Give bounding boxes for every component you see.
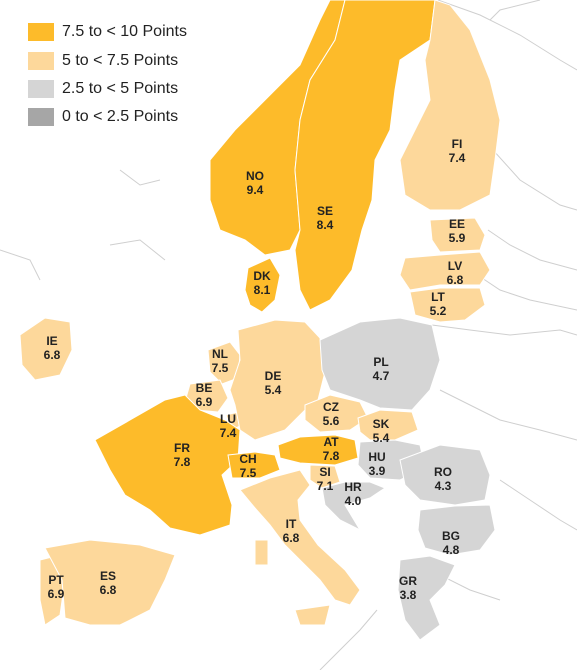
country-code-bg: BG <box>442 529 460 543</box>
country-code-nl: NL <box>212 347 228 361</box>
country-shape-es <box>44 539 176 626</box>
country-code-at: AT <box>323 435 339 449</box>
country-shape-ch <box>227 451 281 479</box>
country-code-lv: LV <box>448 259 462 273</box>
legend-swatch-tier-1 <box>28 23 54 41</box>
country-value-lv: 6.8 <box>447 273 464 287</box>
legend-swatch-tier-2 <box>28 52 54 70</box>
country-shape-lt <box>409 287 486 323</box>
country-value-ro: 4.3 <box>435 479 452 493</box>
legend-label-tier-3: 2.5 to < 5 Points <box>62 80 179 97</box>
country-code-ro: RO <box>434 465 452 479</box>
country-value-sk: 5.4 <box>373 431 390 445</box>
country-value-ie: 6.8 <box>44 348 61 362</box>
country-value-at: 7.8 <box>323 449 340 463</box>
country-code-sk: SK <box>373 417 390 431</box>
country-shape-de <box>229 319 326 441</box>
country-code-es: ES <box>100 569 116 583</box>
country-value-be: 6.9 <box>196 395 213 409</box>
country-code-si: SI <box>319 465 330 479</box>
country-value-bg: 4.8 <box>443 543 460 557</box>
legend-row-tier-4: 0 to < 2.5 Points <box>28 107 178 127</box>
country-code-pt: PT <box>48 573 64 587</box>
country-value-se: 8.4 <box>317 218 334 232</box>
country-code-no: NO <box>246 169 264 183</box>
country-value-lt: 5.2 <box>430 304 447 318</box>
legend-row-tier-2: 5 to < 7.5 Points <box>28 51 178 71</box>
country-value-hr: 4.0 <box>345 494 362 508</box>
country-value-nl: 7.5 <box>212 361 229 375</box>
country-code-ee: EE <box>449 217 465 231</box>
country-shape-at <box>277 434 359 466</box>
country-shape-fi <box>399 0 501 211</box>
country-value-no: 9.4 <box>247 183 264 197</box>
country-value-ee: 5.9 <box>449 231 466 245</box>
country-value-it: 6.8 <box>283 531 300 545</box>
country-code-se: SE <box>317 204 333 218</box>
country-shape-lv <box>399 251 491 291</box>
country-value-fr: 7.8 <box>174 455 191 469</box>
country-code-fi: FI <box>452 137 463 151</box>
country-shape-pl <box>319 317 441 411</box>
country-code-ch: CH <box>239 452 256 466</box>
country-shape-sk <box>357 409 419 441</box>
country-code-it: IT <box>286 517 297 531</box>
country-shape-si <box>309 464 341 489</box>
country-shape-hr <box>321 481 387 532</box>
country-shape-it <box>239 469 361 626</box>
country-value-ch: 7.5 <box>240 466 257 480</box>
country-code-dk: DK <box>253 269 271 283</box>
country-code-lt: LT <box>431 290 445 304</box>
legend-row-tier-3: 2.5 to < 5 Points <box>28 79 178 99</box>
country-code-de: DE <box>265 369 282 383</box>
country-shape-fr <box>94 394 241 536</box>
country-value-gr: 3.8 <box>400 588 417 602</box>
country-value-fi: 7.4 <box>449 151 466 165</box>
country-value-dk: 8.1 <box>254 283 271 297</box>
legend-label-tier-1: 7.5 to < 10 Points <box>62 23 187 40</box>
country-value-es: 6.8 <box>100 583 117 597</box>
country-shape-se <box>294 0 436 311</box>
country-value-pl: 4.7 <box>373 369 390 383</box>
country-shape-bg <box>417 504 496 556</box>
country-code-be: BE <box>196 381 213 395</box>
country-code-fr: FR <box>174 441 190 455</box>
country-code-hu: HU <box>368 450 385 464</box>
country-code-gr: GR <box>399 574 417 588</box>
country-value-de: 5.4 <box>265 383 282 397</box>
legend-swatch-tier-3 <box>28 80 54 98</box>
country-shape-dk <box>244 257 281 313</box>
country-shape-ro <box>399 444 491 506</box>
country-code-hr: HR <box>344 480 362 494</box>
country-value-cz: 5.6 <box>323 414 340 428</box>
country-shape-ee <box>429 217 486 253</box>
country-value-lu: 7.4 <box>220 426 237 440</box>
country-value-pt: 6.9 <box>48 587 65 601</box>
country-shape-ie <box>19 317 73 381</box>
legend-row-tier-1: 7.5 to < 10 Points <box>28 22 187 42</box>
country-value-si: 7.1 <box>317 479 334 493</box>
country-code-pl: PL <box>373 355 388 369</box>
legend-swatch-tier-4 <box>28 108 54 126</box>
country-code-lu: LU <box>220 412 236 426</box>
country-code-ie: IE <box>46 334 57 348</box>
country-value-hu: 3.9 <box>369 464 386 478</box>
legend-label-tier-2: 5 to < 7.5 Points <box>62 52 179 69</box>
country-code-cz: CZ <box>323 400 339 414</box>
country-shape-gr <box>397 555 456 641</box>
legend-label-tier-4: 0 to < 2.5 Points <box>62 108 179 125</box>
